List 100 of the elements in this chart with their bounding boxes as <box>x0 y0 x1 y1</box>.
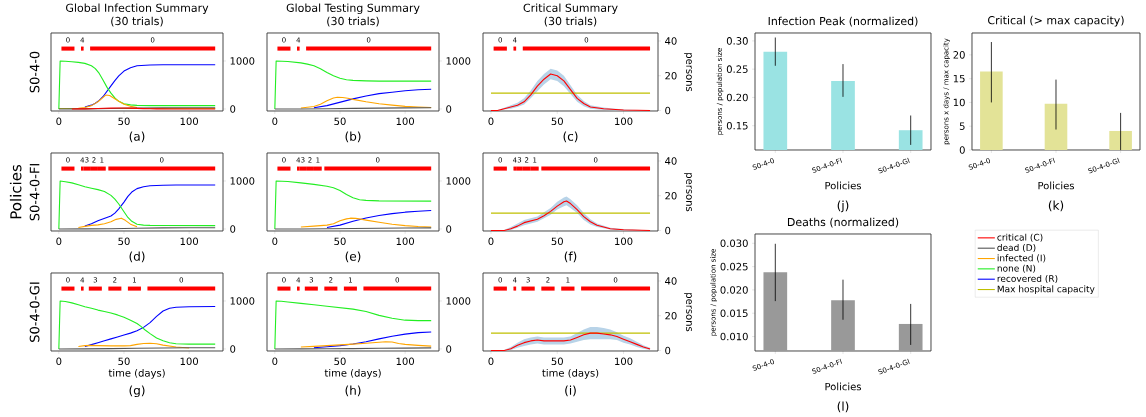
y-tick-label: 15 <box>953 74 965 83</box>
x-tick-label: 0 <box>56 117 62 126</box>
x-tick-label: 0 <box>272 117 278 126</box>
text: (f) <box>564 251 577 263</box>
x-tick-label: 50 <box>334 117 346 126</box>
chart-title: Critical (> max capacity) <box>988 15 1124 27</box>
x-tick-label: 100 <box>615 237 633 246</box>
x-tick-label: 50 <box>334 237 346 246</box>
text: (k) <box>1048 200 1064 212</box>
x-tick-label: 0 <box>488 117 494 126</box>
chart-title: Global Testing Summary <box>286 3 420 15</box>
text: (j) <box>837 200 849 213</box>
text: (h) <box>345 385 361 397</box>
legend-label: infected (I) <box>997 254 1046 263</box>
x-tick-label: 100 <box>180 357 199 366</box>
chart-title: Critical Summary <box>523 3 618 15</box>
x-tick-label: 50 <box>118 117 130 126</box>
x-axis-title: time (days) <box>324 368 381 379</box>
x-tick-label: 0 <box>272 237 278 246</box>
y-tick-label: 40 <box>665 157 677 165</box>
y-tick-label: 1000 <box>446 177 471 185</box>
x-tick-label: 100 <box>396 117 415 126</box>
y-tick-label: 0 <box>446 105 452 113</box>
chart-title: Deaths (normalized) <box>787 217 899 228</box>
x-tick-label: 100 <box>180 237 199 246</box>
text: (i) <box>565 385 576 397</box>
x-tick-label: 100 <box>180 117 199 126</box>
text: (c) <box>563 131 578 143</box>
y-tick-label: 1000 <box>446 297 471 305</box>
text: Policies <box>9 164 22 219</box>
y-tick-label: 0 <box>665 106 671 115</box>
text: S0-4-0 <box>29 51 40 93</box>
y-tick-label: 1000 <box>446 57 471 65</box>
y-tick-label: 5 <box>959 122 965 130</box>
text: (a) <box>129 131 145 143</box>
y-tick-label: 40 <box>665 37 677 45</box>
x-tick-label: 0 <box>56 237 62 246</box>
x-tick-label: 0 <box>488 237 494 246</box>
y-axis-title: persons <box>684 293 692 332</box>
y-tick-label: 0 <box>230 345 236 353</box>
x-tick-label: 50 <box>551 237 563 246</box>
chart-subtitle: (30 trials) <box>111 16 163 27</box>
x-tick-label: 0 <box>272 357 278 366</box>
legend-label: dead (D) <box>997 244 1036 253</box>
x-tick-label: 50 <box>551 117 563 126</box>
y-tick-label: 0 <box>665 346 671 355</box>
y-axis-title: persons <box>684 173 692 212</box>
text: (b) <box>345 131 361 143</box>
legend-label: none (N) <box>997 264 1036 273</box>
y-tick-label: 1000 <box>230 57 255 65</box>
x-tick-label: 0 <box>488 357 494 366</box>
x-axis-title: time (days) <box>542 368 599 379</box>
y-tick-label: 0.010 <box>720 332 748 341</box>
y-tick-label: 0.020 <box>720 286 748 294</box>
y-tick-label: 20 <box>665 311 677 320</box>
y-tick-label: 0.030 <box>720 239 748 248</box>
y-tick-label: 0.15 <box>726 121 748 130</box>
y-tick-label: 20 <box>665 71 677 80</box>
x-tick-label: 50 <box>334 357 346 366</box>
y-tick-label: 1000 <box>230 177 255 185</box>
x-axis-title: time (days) <box>108 368 165 379</box>
legend-label: recovered (R) <box>997 275 1058 284</box>
y-tick-label: 0 <box>230 225 236 233</box>
text: (d) <box>129 251 145 263</box>
x-tick-label: 100 <box>615 357 633 366</box>
y-tick-label: 0.015 <box>720 309 748 318</box>
x-tick-label: 100 <box>396 237 415 246</box>
y-tick-label: 0 <box>446 345 452 353</box>
x-axis-title: Policies <box>1038 181 1075 190</box>
y-tick-label: 0 <box>665 226 671 235</box>
legend-label: critical (C) <box>997 233 1043 242</box>
y-tick-label: 0.025 <box>720 262 748 271</box>
y-tick-label: 40 <box>665 277 677 285</box>
y-tick-label: 20 <box>953 51 965 59</box>
chart-subtitle: (30 trials) <box>327 16 379 27</box>
y-tick-label: 0 <box>959 146 965 154</box>
x-tick-label: 100 <box>396 357 415 366</box>
y-tick-label: 20 <box>665 191 677 200</box>
chart-title: Infection Peak (normalized) <box>768 16 918 27</box>
x-axis-title: Policies <box>825 181 862 190</box>
y-tick-label: 1000 <box>230 297 255 305</box>
y-axis-title: persons <box>684 53 692 92</box>
x-tick-label: 50 <box>118 237 130 246</box>
y-tick-label: 0 <box>446 225 452 233</box>
x-tick-label: 50 <box>551 357 563 366</box>
text: (g) <box>129 385 145 398</box>
y-tick-label: 0.20 <box>726 93 748 102</box>
chart-subtitle: (30 trials) <box>544 16 597 27</box>
y-tick-label: 0 <box>230 105 236 113</box>
legend-label: Max hospital capacity <box>997 285 1095 295</box>
x-tick-label: 0 <box>56 357 62 366</box>
text: (e) <box>345 251 361 263</box>
text: (l) <box>837 401 849 413</box>
x-tick-label: 100 <box>615 117 633 126</box>
y-tick-label: 10 <box>953 98 965 107</box>
chart-title: Global Infection Summary <box>66 3 209 15</box>
y-tick-label: 0.25 <box>726 65 748 73</box>
x-tick-label: 50 <box>118 357 130 366</box>
x-axis-title: Policies <box>825 382 862 391</box>
y-tick-label: 0.30 <box>726 37 748 45</box>
